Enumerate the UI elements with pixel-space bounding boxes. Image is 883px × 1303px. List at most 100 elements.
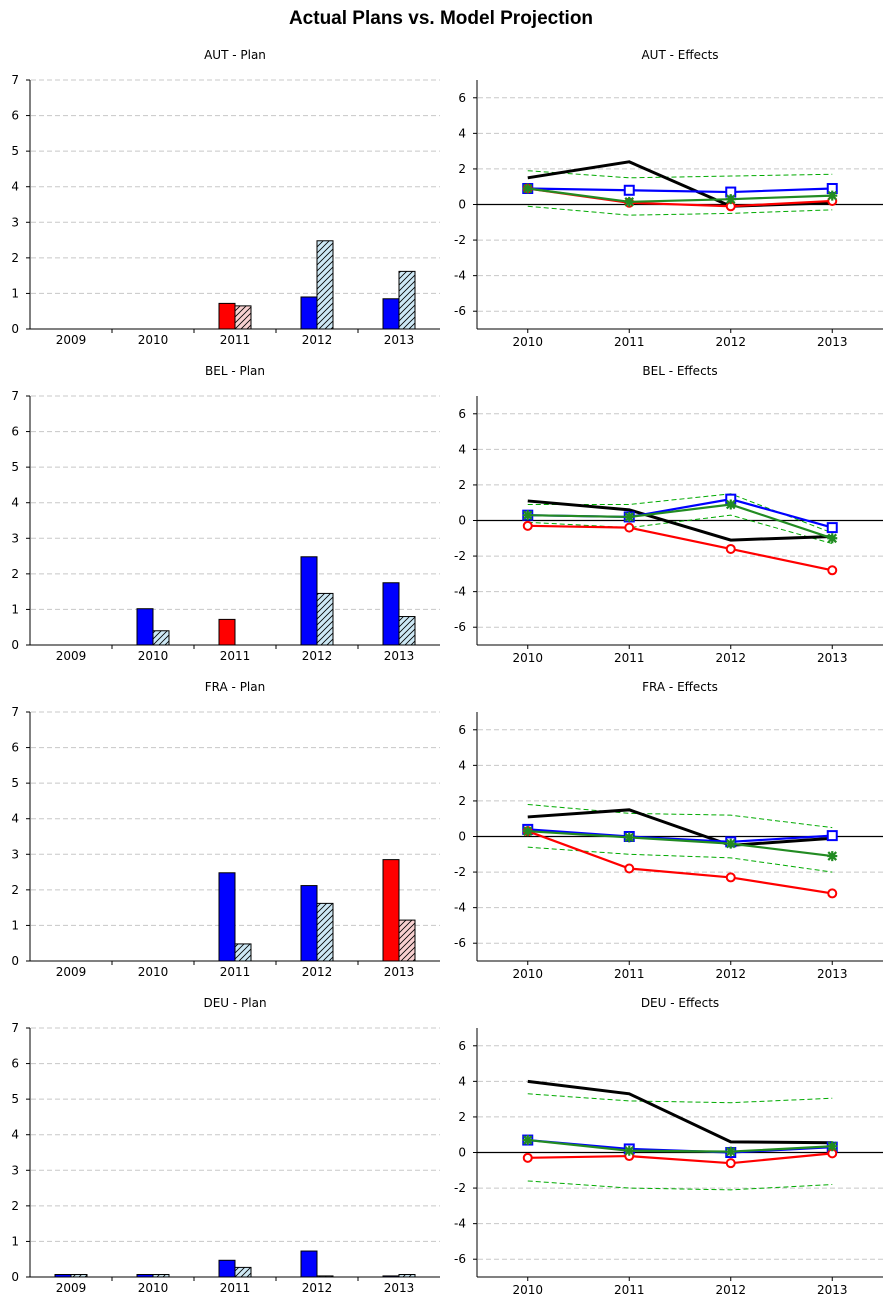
chart-panel-deu-plan: DEU - Plan 0 1 2 3 4 5 6 7 2009 2010 2011 2012 2013: [11, 996, 440, 1295]
band-line: [527, 514, 833, 545]
panel-title: DEU - Effects: [641, 996, 719, 1010]
x-tick-label: 2009: [56, 965, 87, 979]
y-tick-label: 0: [11, 638, 19, 652]
square-marker: [623, 184, 635, 196]
x-tick-label: 2013: [817, 1283, 848, 1297]
y-tick-label: 2: [11, 883, 19, 897]
plan-bar: [218, 302, 236, 330]
y-tick-label: 7: [11, 1021, 19, 1035]
chart-panel-fra-plan: FRA - Plan 0 1 2 3 4 5 6 7 2009 2010 2011 2012 2013: [11, 680, 440, 979]
green-series-line: [527, 187, 833, 203]
plan-bar: [382, 1275, 400, 1278]
plan-bar: [300, 296, 318, 330]
star-marker: [624, 196, 635, 207]
circle-marker: [827, 888, 838, 899]
chart-panel-bel-effects: BEL - Effects -6 -4 -2 0 2 4 6 2010 2011 2012 2013: [454, 364, 883, 665]
star-marker: [522, 1135, 533, 1146]
y-tick-label: 6: [458, 1039, 466, 1053]
x-tick-label: 2012: [715, 1283, 746, 1297]
y-tick-label: -2: [454, 865, 466, 879]
y-tick-label: 0: [458, 1146, 466, 1160]
y-tick-label: 0: [458, 514, 466, 528]
y-tick-label: -6: [454, 1252, 466, 1266]
y-tick-label: 6: [458, 407, 466, 421]
projection-bar: [234, 305, 252, 330]
x-tick-label: 2011: [614, 1283, 645, 1297]
band-line: [527, 1180, 833, 1191]
y-tick-label: 6: [11, 741, 19, 755]
blue-series-line: [527, 828, 833, 843]
y-tick-label: 0: [458, 830, 466, 844]
y-tick-label: 4: [458, 126, 466, 140]
y-tick-label: 2: [458, 794, 466, 808]
chart-panel-deu-effects: DEU - Effects -6 -4 -2 0 2 4 6 2010 2011 2012 2013: [454, 996, 883, 1297]
y-tick-label: 1: [11, 602, 19, 616]
circle-marker: [725, 543, 736, 554]
y-tick-label: 2: [458, 1110, 466, 1124]
star-marker: [624, 832, 635, 843]
plan-bar: [136, 1274, 154, 1278]
plan-bar: [300, 885, 318, 962]
star-marker: [725, 194, 736, 205]
x-tick-label: 2011: [220, 965, 251, 979]
circle-marker: [725, 872, 736, 883]
projection-bar: [316, 902, 334, 962]
x-tick-label: 2011: [220, 1281, 251, 1295]
y-tick-label: 7: [11, 73, 19, 87]
x-tick-label: 2009: [56, 649, 87, 663]
star-marker: [624, 511, 635, 522]
x-tick-label: 2013: [817, 335, 848, 349]
x-tick-label: 2013: [384, 1281, 415, 1295]
projection-bar: [316, 240, 334, 330]
star-marker: [725, 838, 736, 849]
band-line: [527, 170, 833, 179]
chart-panel-aut-plan: AUT - Plan 0 1 2 3 4 5 6 7 2009 2010 2011 2012 2013: [11, 48, 440, 347]
y-tick-label: 4: [458, 1074, 466, 1088]
y-tick-label: 2: [11, 1199, 19, 1213]
x-tick-label: 2012: [302, 965, 333, 979]
x-tick-label: 2013: [384, 649, 415, 663]
projection-bar: [70, 1274, 88, 1278]
y-tick-label: 4: [458, 758, 466, 772]
panel-title: BEL - Plan: [205, 364, 265, 378]
x-tick-label: 2012: [302, 333, 333, 347]
panel-title: FRA - Effects: [642, 680, 718, 694]
y-tick-label: 5: [11, 776, 19, 790]
y-tick-label: 6: [11, 1057, 19, 1071]
projection-bar: [398, 1274, 416, 1278]
x-tick-label: 2010: [512, 335, 543, 349]
star-marker: [522, 826, 533, 837]
panel-title: BEL - Effects: [642, 364, 717, 378]
star-marker: [827, 1141, 838, 1152]
black-series-line: [527, 808, 833, 847]
panel-title: AUT - Effects: [641, 48, 718, 62]
y-tick-label: 1: [11, 1234, 19, 1248]
y-tick-label: 7: [11, 389, 19, 403]
green-series-line: [527, 503, 833, 540]
circle-marker: [624, 863, 635, 874]
y-tick-label: -2: [454, 233, 466, 247]
y-tick-label: -4: [454, 901, 466, 915]
star-marker: [624, 1145, 635, 1156]
x-tick-label: 2013: [817, 651, 848, 665]
y-tick-label: 7: [11, 705, 19, 719]
black-series-line: [527, 1079, 833, 1145]
y-tick-label: -4: [454, 1217, 466, 1231]
chart-panel-bel-plan: BEL - Plan 0 1 2 3 4 5 6 7 2009 2010 2011 2012 2013: [11, 364, 440, 663]
y-tick-label: 3: [11, 847, 19, 861]
projection-bar: [398, 616, 416, 646]
x-tick-label: 2012: [302, 649, 333, 663]
y-tick-label: -6: [454, 304, 466, 318]
star-marker: [827, 533, 838, 544]
x-tick-label: 2011: [220, 649, 251, 663]
y-tick-label: 0: [11, 954, 19, 968]
y-tick-label: 5: [11, 460, 19, 474]
x-tick-label: 2012: [715, 651, 746, 665]
star-marker: [827, 190, 838, 201]
y-tick-label: 3: [11, 531, 19, 545]
y-tick-label: 3: [11, 215, 19, 229]
star-marker: [827, 851, 838, 862]
x-tick-label: 2011: [614, 967, 645, 981]
x-tick-label: 2012: [715, 967, 746, 981]
projection-bar: [152, 630, 170, 646]
